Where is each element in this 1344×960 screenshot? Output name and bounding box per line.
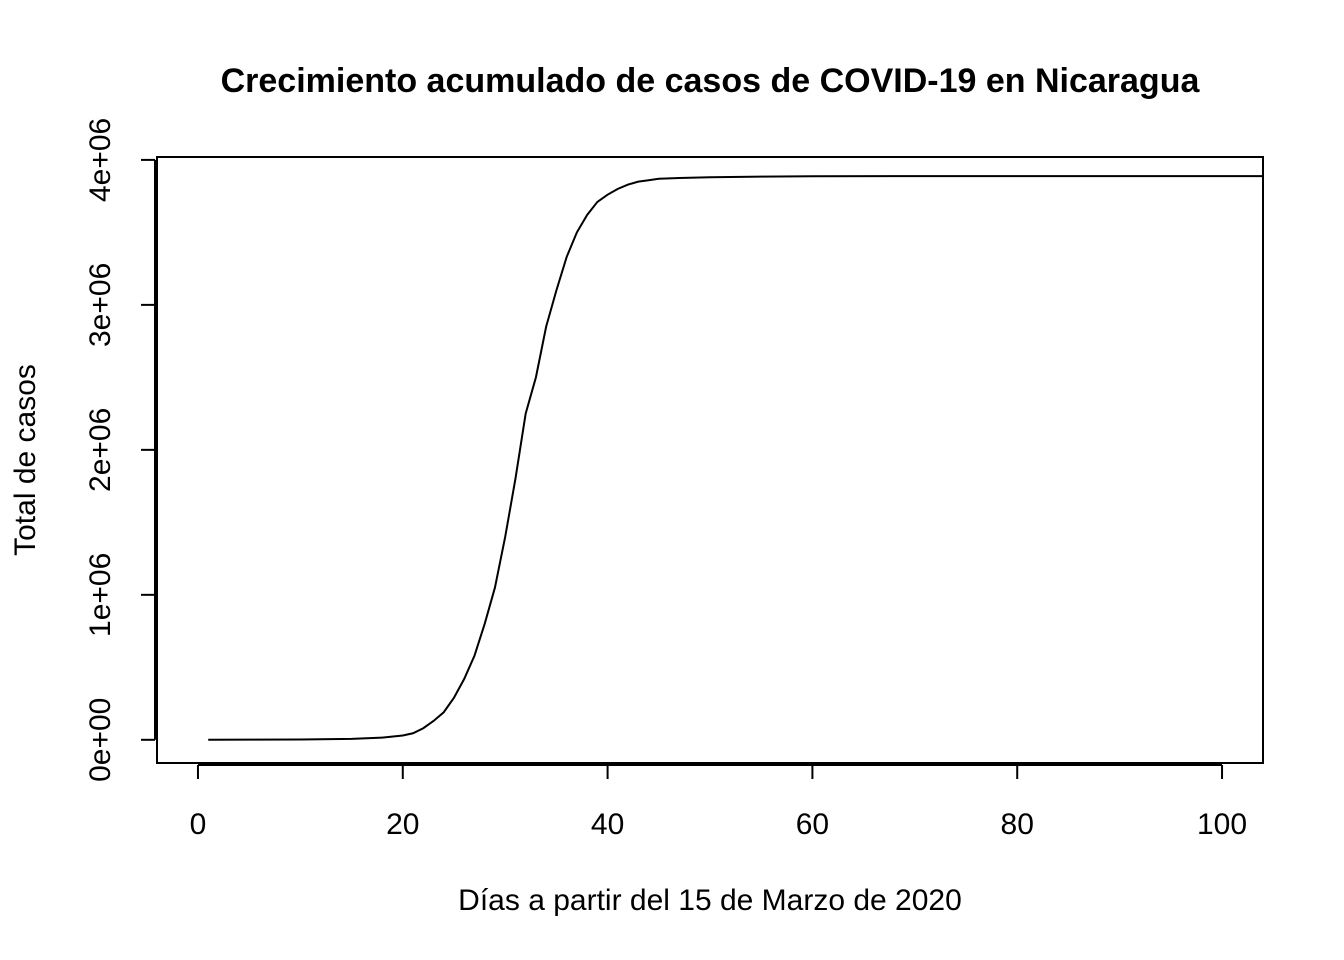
y-tick-label: 3e+06 — [84, 263, 117, 347]
x-tick-label: 40 — [591, 808, 624, 841]
y-tick-label: 4e+06 — [84, 118, 117, 202]
y-tick-label: 2e+06 — [84, 408, 117, 492]
x-tick-label: 100 — [1197, 808, 1247, 841]
series-line — [208, 175, 1263, 741]
x-tick-label: 20 — [386, 808, 419, 841]
y-axis: 0e+00 1e+06 2e+06 3e+06 4e+06 — [84, 118, 156, 782]
x-tick-label: 0 — [190, 808, 207, 841]
x-tick-label: 80 — [1001, 808, 1034, 841]
x-tick-label: 60 — [796, 808, 829, 841]
y-tick-label: 0e+00 — [84, 698, 117, 782]
y-tick-label: 1e+06 — [84, 553, 117, 637]
x-axis-label: Días a partir del 15 de Marzo de 2020 — [458, 884, 962, 917]
plot-frame — [156, 156, 1264, 764]
x-axis: 0 20 40 60 80 100 — [190, 764, 1247, 841]
chart-title: Crecimiento acumulado de casos de COVID-… — [221, 62, 1201, 100]
y-axis-label: Total de casos — [9, 364, 42, 556]
